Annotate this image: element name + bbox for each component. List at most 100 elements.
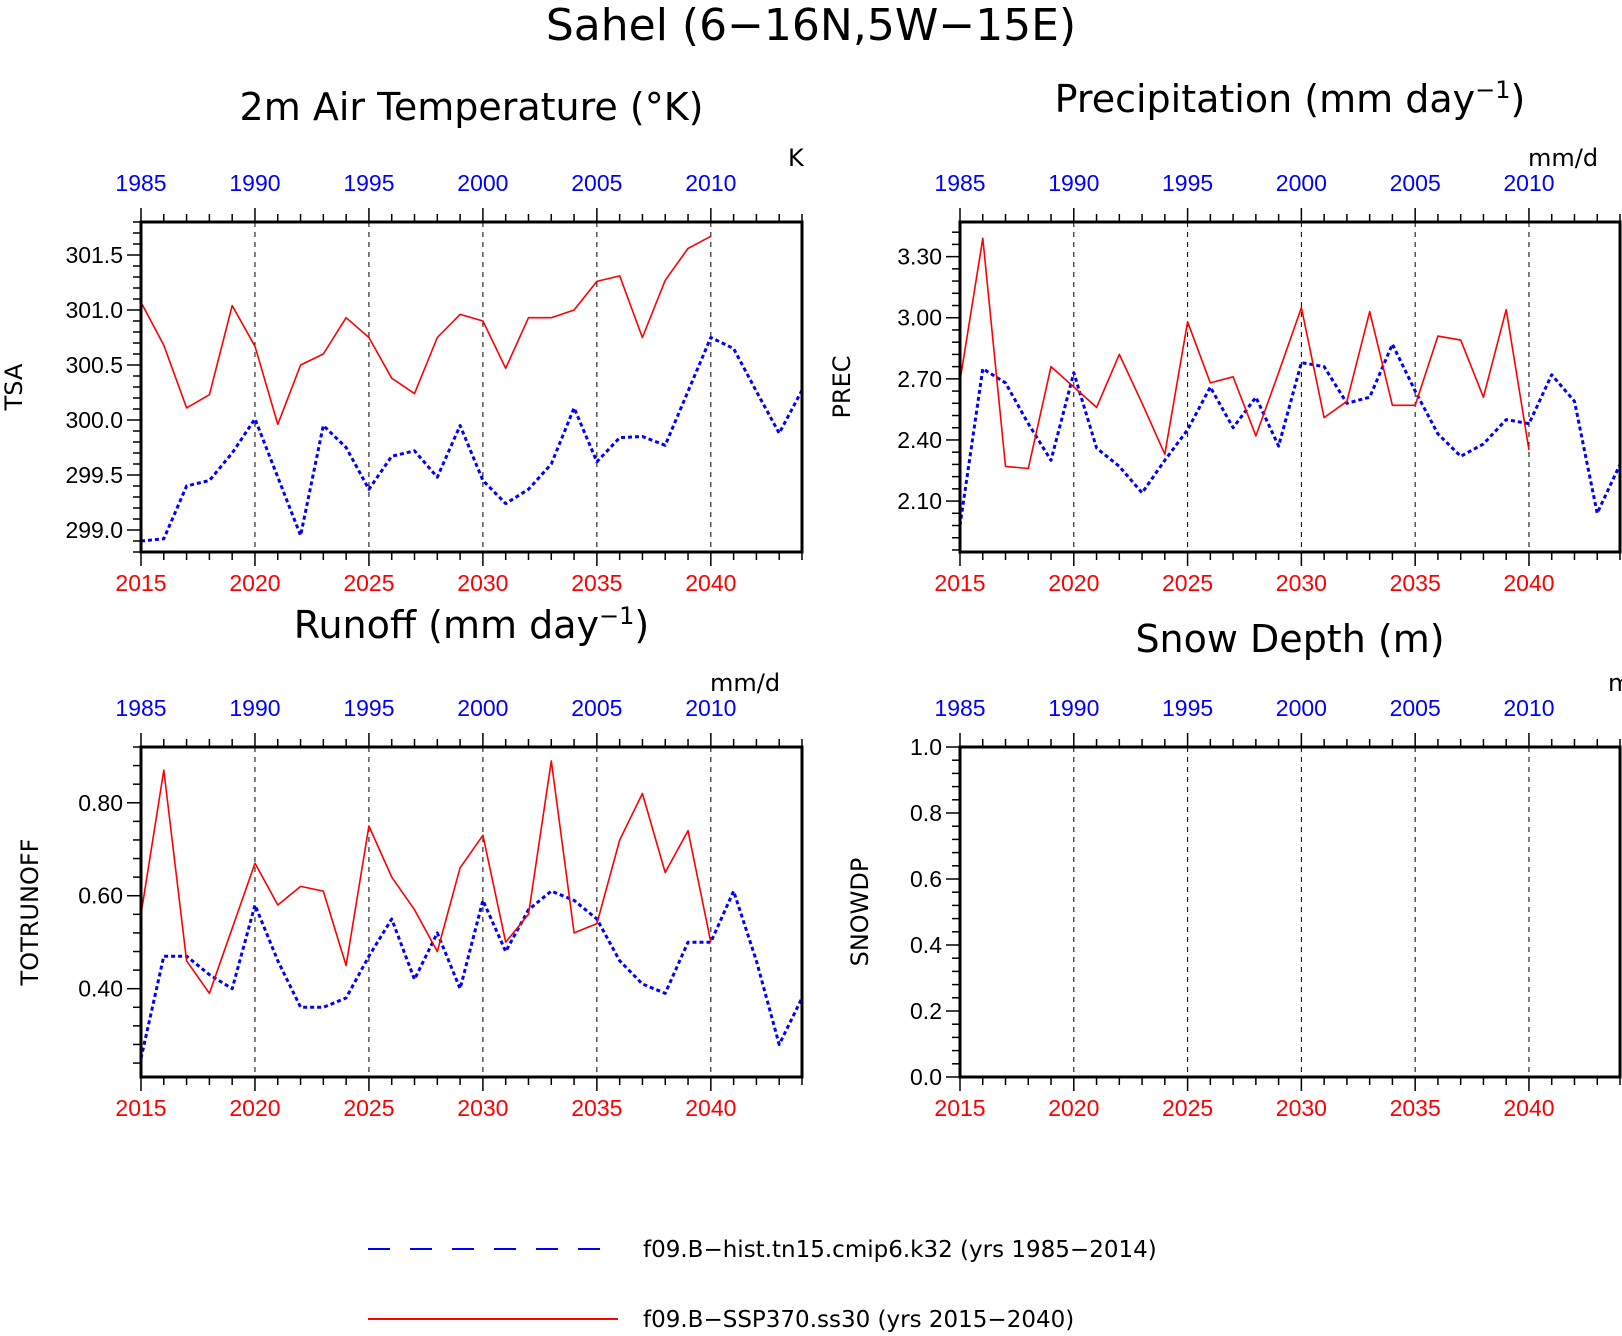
- data-point-hist: [665, 445, 666, 446]
- series-line-ssp: [140, 760, 712, 995]
- x-tick-label-top: 1985: [115, 170, 166, 196]
- data-point-hist: [505, 951, 506, 952]
- data-point-ssp: [505, 368, 506, 369]
- data-point-hist: [756, 960, 757, 961]
- x-tick-label-bottom: 2040: [1503, 1095, 1554, 1121]
- data-point-ssp: [551, 760, 552, 761]
- data-point-hist: [1437, 433, 1438, 434]
- data-point-hist: [756, 391, 757, 392]
- data-point-ssp: [619, 839, 620, 840]
- panel-tsa: 2m Air Temperature (°K) K TSA 2015 2020 2025 2…: [0, 85, 805, 596]
- data-point-hist: [346, 447, 347, 448]
- data-point-hist: [1210, 386, 1211, 387]
- panel-title-end: ): [1511, 77, 1526, 121]
- data-point-ssp: [163, 770, 164, 771]
- data-point-hist: [460, 425, 461, 426]
- data-point-hist: [1483, 443, 1484, 444]
- x-tick-label-top: 2005: [1390, 170, 1441, 196]
- series-line-ssp: [959, 237, 1530, 470]
- panel-title-superscript: −1: [599, 602, 634, 630]
- data-point-ssp: [528, 914, 529, 915]
- y-tick-label: 2.10: [897, 488, 942, 514]
- y-tick-label: 301.0: [65, 297, 123, 323]
- data-point-ssp: [1119, 354, 1120, 355]
- x-tick-label-bottom: 2020: [1048, 1095, 1099, 1121]
- data-point-ssp: [1278, 372, 1279, 373]
- x-tick-label-bottom: 2015: [934, 1095, 985, 1121]
- data-point-hist: [1346, 403, 1347, 404]
- data-point-hist: [460, 988, 461, 989]
- data-point-ssp: [1028, 468, 1029, 469]
- x-tick-label-bottom: 2025: [343, 570, 394, 596]
- data-point-hist: [733, 348, 734, 349]
- data-point-hist: [346, 997, 347, 998]
- panels: 2m Air Temperature (°K) K TSA 2015 2020 2025 2…: [0, 76, 1622, 1121]
- data-point-ssp: [163, 345, 164, 346]
- x-tick-label-bottom: 2040: [1503, 570, 1554, 596]
- data-point-hist: [1050, 460, 1051, 461]
- data-point-hist: [528, 489, 529, 490]
- data-point-hist: [733, 890, 734, 891]
- y-tick-label: 0.4: [910, 932, 942, 958]
- data-point-ssp: [1528, 450, 1529, 451]
- data-point-hist: [1301, 362, 1302, 363]
- data-point-hist: [163, 538, 164, 539]
- data-point-hist: [277, 960, 278, 961]
- panel-title: 2m Air Temperature (°K): [240, 85, 704, 129]
- y-tick-label: 299.0: [65, 517, 123, 543]
- data-point-ssp: [1005, 466, 1006, 467]
- series-line-hist: [139, 889, 804, 1059]
- x-tick-label-top: 2000: [457, 695, 508, 721]
- data-point-hist: [1574, 401, 1575, 402]
- data-point-ssp: [277, 904, 278, 905]
- series-line-ssp: [140, 235, 712, 426]
- x-tick-label-top: 1990: [1048, 695, 1099, 721]
- data-point-ssp: [642, 337, 643, 338]
- data-point-hist: [551, 463, 552, 464]
- x-tick-label-bottom: 2040: [685, 1095, 736, 1121]
- data-point-ssp: [1460, 340, 1461, 341]
- x-tick-label-top: 1995: [1162, 695, 1213, 721]
- x-tick-label-top: 2005: [1390, 695, 1441, 721]
- data-point-hist: [414, 450, 415, 451]
- x-tick-label-top: 1995: [1162, 170, 1213, 196]
- data-point-ssp: [300, 886, 301, 887]
- x-tick-label-bottom: 2030: [1276, 1095, 1327, 1121]
- data-point-hist: [1096, 448, 1097, 449]
- y-tick-label: 2.40: [897, 427, 942, 453]
- x-tick-label-bottom: 2030: [457, 570, 508, 596]
- y-tick-label: 300.0: [65, 407, 123, 433]
- data-point-hist: [437, 932, 438, 933]
- data-point-hist: [254, 418, 255, 419]
- data-point-hist: [710, 337, 711, 338]
- panel-title: Snow Depth (m): [1135, 617, 1444, 661]
- y-tick-label: 0.80: [78, 790, 123, 816]
- data-point-ssp: [1233, 376, 1234, 377]
- x-tick-label-top: 1995: [343, 170, 394, 196]
- y-tick-label: 1.0: [910, 734, 942, 760]
- data-point-ssp: [391, 877, 392, 878]
- x-tick-label-top: 2010: [1503, 170, 1554, 196]
- data-point-hist: [254, 904, 255, 905]
- y-tick-label: 300.5: [65, 352, 123, 378]
- data-point-hist: [368, 489, 369, 490]
- y-tick-label: 299.5: [65, 462, 123, 488]
- data-point-hist: [1233, 427, 1234, 428]
- data-point-hist: [1415, 390, 1416, 391]
- data-point-hist: [1597, 513, 1598, 514]
- x-tick-label-bottom: 2025: [1162, 1095, 1213, 1121]
- panel-snowdp: Snow Depth (m) m SNOWDP 2015 2020 2025 2030 203…: [846, 617, 1622, 1121]
- plot-frame: [139, 220, 804, 554]
- data-point-ssp: [596, 281, 597, 282]
- data-point-hist: [1141, 492, 1142, 493]
- y-tick-label: 3.00: [897, 305, 942, 331]
- data-point-hist: [482, 480, 483, 481]
- data-point-hist: [642, 983, 643, 984]
- data-point-ssp: [1506, 309, 1507, 310]
- data-point-hist: [391, 456, 392, 457]
- x-tick-label-bottom: 2035: [1390, 570, 1441, 596]
- y-tick-label: 3.30: [897, 244, 942, 270]
- data-point-ssp: [254, 346, 255, 347]
- data-point-ssp: [1301, 307, 1302, 308]
